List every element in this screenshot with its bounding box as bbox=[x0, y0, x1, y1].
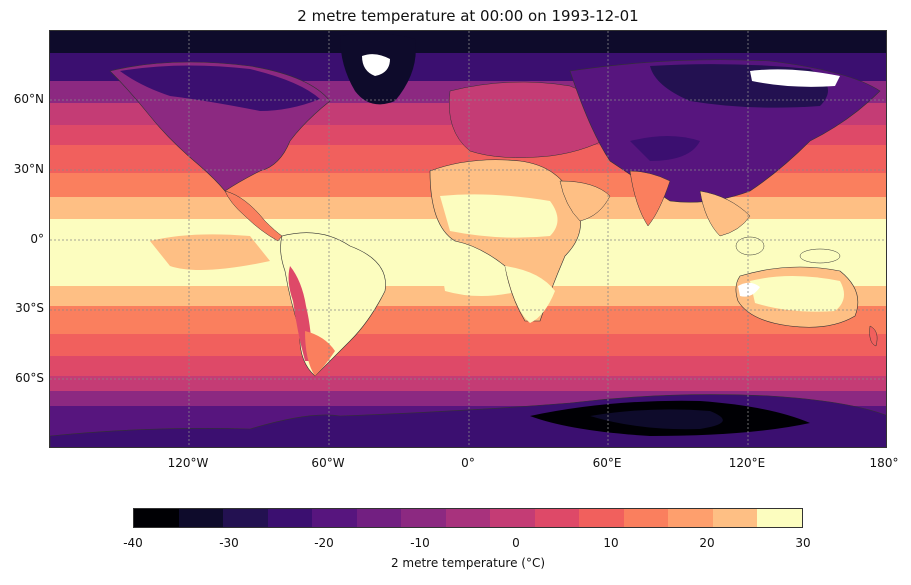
lon-label-60e: 60°E bbox=[592, 456, 622, 470]
temperature-map bbox=[50, 31, 886, 447]
graticule bbox=[50, 31, 886, 447]
australia-ice bbox=[738, 282, 760, 297]
lat-label-equator: 0° bbox=[30, 232, 44, 246]
europe bbox=[449, 81, 621, 158]
lon-label-180: 180° bbox=[869, 456, 899, 470]
colorbar-segment bbox=[757, 509, 802, 527]
band-s-temp bbox=[50, 356, 886, 376]
pacific-warm-tongue bbox=[150, 234, 270, 270]
colorbar-segment bbox=[445, 509, 491, 527]
colorbar-segment bbox=[579, 509, 624, 527]
colorbar-tick: -30 bbox=[219, 536, 239, 550]
colorbar-segment bbox=[267, 509, 313, 527]
arabia bbox=[559, 180, 611, 222]
colorbar-segment bbox=[712, 509, 758, 527]
colorbar-segment bbox=[134, 509, 179, 527]
sahara-hot bbox=[440, 194, 558, 238]
colorbar-segment bbox=[490, 509, 535, 527]
colorbar-segment bbox=[623, 509, 669, 527]
colorbar-tick: 0 bbox=[512, 536, 520, 550]
lat-label-30s: 30°S bbox=[15, 301, 44, 315]
new-guinea bbox=[799, 248, 841, 264]
band-s-warm bbox=[50, 334, 886, 356]
colorbar bbox=[133, 508, 803, 528]
lon-label-120w: 120°W bbox=[167, 456, 209, 470]
colorbar-segment bbox=[534, 509, 580, 527]
band-s-mid bbox=[50, 376, 886, 391]
antarctica-plateau bbox=[590, 409, 723, 430]
greenland-ice bbox=[362, 54, 390, 76]
lat-label-60n: 60°N bbox=[13, 92, 44, 106]
lon-label-0: 0° bbox=[461, 456, 475, 470]
patagonia bbox=[305, 331, 335, 376]
lon-label-60w: 60°W bbox=[311, 456, 345, 470]
colorbar-segment bbox=[312, 509, 357, 527]
band-s-trop bbox=[50, 286, 886, 306]
map-plot-area[interactable] bbox=[49, 30, 887, 448]
india bbox=[629, 170, 671, 227]
central-america bbox=[224, 190, 283, 242]
map-title: 2 metre temperature at 00:00 on 1993-12-… bbox=[297, 7, 639, 25]
lon-label-120e: 120°E bbox=[728, 456, 766, 470]
south-africa bbox=[505, 266, 555, 323]
colorbar-tick: -10 bbox=[410, 536, 430, 550]
colorbar-tick: -40 bbox=[123, 536, 143, 550]
colorbar-label: 2 metre temperature (°C) bbox=[390, 556, 546, 570]
colorbar-segment bbox=[401, 509, 446, 527]
colorbar-segment bbox=[223, 509, 268, 527]
tibet-cold bbox=[630, 136, 700, 161]
colorbar-tick: 20 bbox=[699, 536, 715, 550]
southeast-asia bbox=[699, 190, 751, 237]
borneo bbox=[735, 236, 765, 256]
colorbar-tick: 10 bbox=[603, 536, 619, 550]
colorbar-segment bbox=[356, 509, 402, 527]
lat-label-30n: 30°N bbox=[13, 162, 44, 176]
band-n-polar bbox=[50, 31, 886, 53]
lat-label-60s: 60°S bbox=[15, 371, 44, 385]
colorbar-segment bbox=[668, 509, 713, 527]
siberia-ice bbox=[750, 69, 840, 87]
new-zealand bbox=[869, 325, 878, 347]
australia-hot bbox=[750, 276, 844, 312]
colorbar-tick: 30 bbox=[795, 536, 811, 550]
colorbar-tick: -20 bbox=[314, 536, 334, 550]
colorbar-segment bbox=[178, 509, 224, 527]
